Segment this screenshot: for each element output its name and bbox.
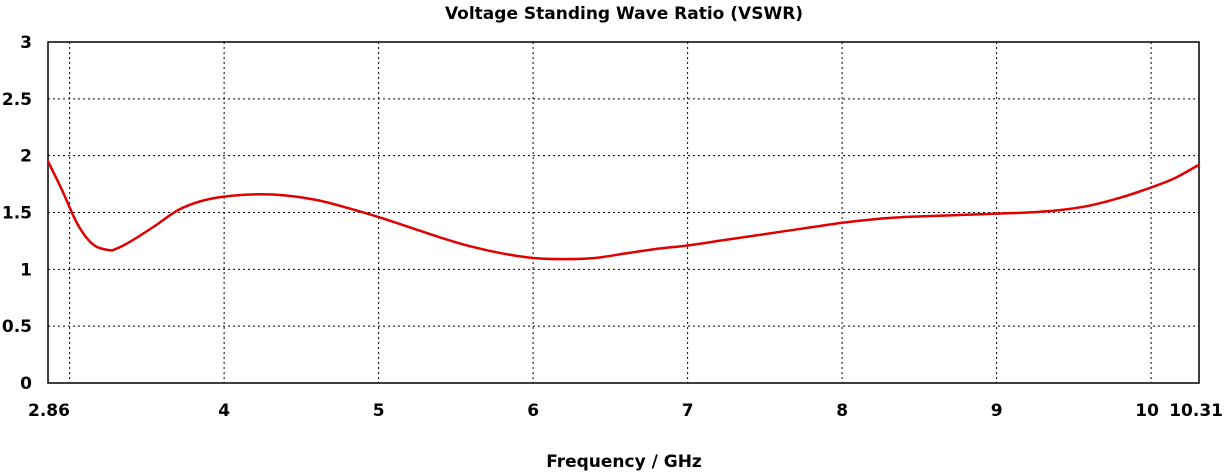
y-axis: 0 0.5 1 1.5 2 2.5 3	[2, 33, 32, 394]
series-layer	[46, 160, 1201, 261]
y-tick-label: 1.5	[2, 204, 32, 224]
x-tick-label: 9	[991, 401, 1003, 421]
x-tick-label: 6	[527, 401, 539, 421]
chart-title: Voltage Standing Wave Ratio (VSWR)	[445, 4, 803, 24]
y-tick-label: 0	[20, 374, 32, 394]
x-tick-label: 5	[373, 401, 385, 421]
x-axis: 2.86 4 5 6 7 8 9 10 10.31	[28, 401, 1223, 421]
x-tick-label: 10	[1135, 401, 1159, 421]
x-tick-label: 7	[682, 401, 694, 421]
y-tick-label: 0.5	[2, 317, 32, 337]
y-tick-label: 1	[20, 260, 32, 280]
y-tick-label: 2.5	[2, 90, 32, 110]
y-tick-label: 2	[20, 147, 32, 167]
x-tick-label: 10.31	[1169, 401, 1223, 421]
x-tick-label: 2.86	[28, 401, 70, 421]
x-tick-label: 8	[836, 401, 848, 421]
x-tick-label: 4	[218, 401, 230, 421]
y-tick-label: 3	[20, 33, 32, 53]
x-axis-label: Frequency / GHz	[546, 452, 702, 472]
vswr-series-line	[46, 160, 1201, 261]
plot-frame	[47, 41, 1200, 384]
grid-lines	[48, 42, 1199, 383]
